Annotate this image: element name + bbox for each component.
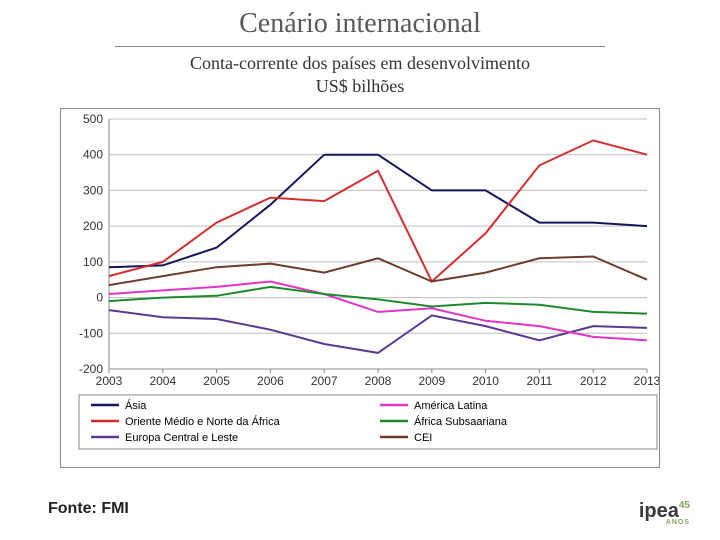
logo-badge: 45 [679, 500, 690, 511]
svg-text:2011: 2011 [526, 374, 552, 388]
series-latam [109, 282, 647, 341]
svg-text:2004: 2004 [149, 374, 176, 388]
svg-text:2013: 2013 [634, 374, 659, 388]
legend-label-cei: CEI [414, 432, 432, 444]
legend-label-asia: Ásia [125, 399, 147, 412]
svg-text:2003: 2003 [96, 374, 123, 388]
slide-title: Cenário internacional [0, 8, 720, 40]
series-ssa [109, 287, 647, 314]
svg-text:300: 300 [83, 183, 103, 197]
title-underline [115, 46, 605, 47]
svg-text:200: 200 [83, 219, 103, 233]
svg-text:0: 0 [96, 291, 103, 305]
legend-label-cee: Europa Central e Leste [125, 432, 238, 444]
svg-text:500: 500 [83, 112, 103, 126]
series-me_naf [109, 140, 647, 281]
svg-text:2006: 2006 [257, 374, 284, 388]
chart-container: -200-10001002003004005002003200420052006… [60, 108, 660, 468]
slide: Cenário internacional Conta-corrente dos… [0, 0, 720, 540]
legend-label-ssa: África Subsaariana [414, 415, 508, 428]
svg-text:400: 400 [83, 148, 103, 162]
svg-text:2009: 2009 [418, 374, 445, 388]
slide-subtitle: Conta-corrente dos países em desenvolvim… [0, 52, 720, 97]
svg-text:2010: 2010 [472, 374, 499, 388]
series-cei [109, 257, 647, 286]
subtitle-line1: Conta-corrente dos países em desenvolvim… [190, 53, 530, 73]
svg-text:-100: -100 [79, 326, 103, 340]
svg-text:2007: 2007 [311, 374, 338, 388]
svg-text:2012: 2012 [580, 374, 607, 388]
svg-text:2008: 2008 [365, 374, 392, 388]
svg-text:100: 100 [83, 255, 103, 269]
ipea-logo: ipea45 ANOS [639, 500, 690, 526]
footer-bar [0, 478, 720, 492]
legend-label-me_naf: Oriente Médio e Norte da África [125, 415, 281, 428]
line-chart: -200-10001002003004005002003200420052006… [61, 109, 659, 467]
svg-text:2005: 2005 [203, 374, 230, 388]
source-label: Fonte: FMI [48, 500, 129, 518]
subtitle-line2: US$ bilhões [316, 76, 405, 96]
legend-label-latam: América Latina [414, 400, 488, 412]
